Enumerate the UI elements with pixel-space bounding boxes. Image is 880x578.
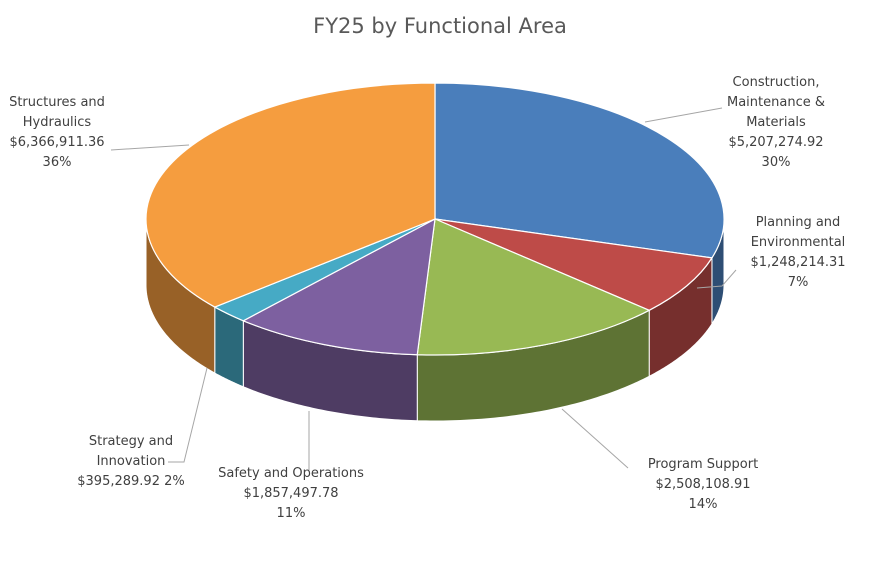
leader-line-construction-maintenance-materials	[644, 107, 723, 123]
pie-tops	[145, 82, 725, 356]
chart-title: FY25 by Functional Area	[313, 14, 567, 38]
data-label-construction-maintenance-materials: Construction, Maintenance & Materials $5,20…	[727, 75, 825, 170]
data-label-strategy-and-innovation: Strategy and Innovation $395,289.92 2%	[77, 434, 184, 489]
data-label-safety-and-operations: Safety and Operations $1,857,497.78 11%	[218, 466, 364, 521]
data-label-planning-and-environmental: Planning and Environmental $1,248,214.31 7%	[750, 215, 845, 290]
leader-line-strategy-and-innovation	[168, 367, 208, 463]
leader-line-program-support	[561, 408, 629, 469]
pie-slice-program-support	[416, 218, 651, 356]
pie-slice-construction-maintenance-materials	[434, 82, 725, 259]
data-label-program-support: Program Support $2,508,108.91 14%	[648, 457, 758, 512]
leader-line-planning-and-environmental	[696, 269, 737, 289]
leader-line-structures-and-hydraulics	[110, 144, 190, 151]
pie-labels: Construction, Maintenance & Materials $5,20…	[9, 75, 845, 521]
data-label-structures-and-hydraulics: Structures and Hydraulics $6,366,911.36 36%	[9, 95, 105, 170]
pie-slice-planning-and-environmental	[434, 218, 713, 311]
pie-slice-structures-and-hydraulics	[145, 82, 436, 308]
pie-slice-safety-and-operations	[241, 217, 436, 356]
